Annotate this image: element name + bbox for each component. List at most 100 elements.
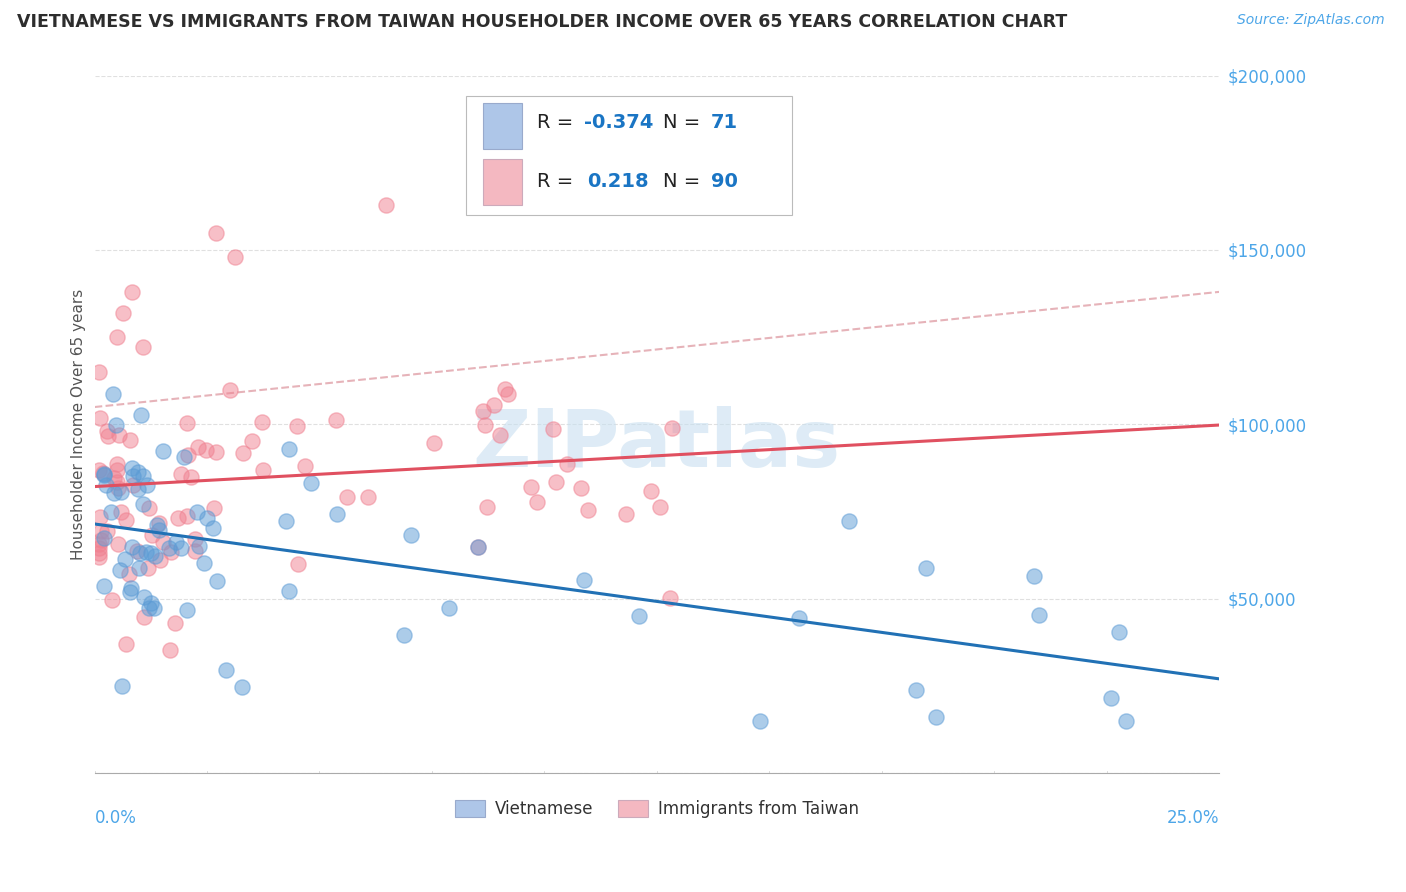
Text: R =: R = [537, 113, 579, 133]
Point [89, 510, 111, 524]
Point [87, 550, 110, 565]
Text: 0.218: 0.218 [588, 172, 648, 191]
Point [87, 365, 110, 379]
Point [165, 535, 187, 549]
Point [205, 574, 228, 588]
Point [614, 507, 637, 521]
Point [118, 566, 141, 581]
Point [112, 306, 135, 320]
Point [177, 448, 200, 462]
Point [326, 507, 349, 521]
Point [90, 533, 112, 547]
Point [287, 557, 309, 571]
Point [143, 600, 166, 615]
Point [91, 466, 114, 480]
Point [100, 593, 122, 607]
Point [194, 442, 217, 457]
Point [96, 424, 118, 438]
Text: ZIPatlas: ZIPatlas [472, 407, 841, 484]
Point [472, 403, 495, 417]
Point [103, 485, 125, 500]
Point [1099, 691, 1122, 706]
Point [285, 419, 308, 434]
Point [105, 463, 128, 477]
Point [127, 465, 149, 479]
Point [232, 446, 254, 460]
Point [474, 418, 496, 433]
Point [108, 563, 131, 577]
Point [107, 481, 129, 495]
Point [101, 387, 124, 401]
Point [467, 540, 489, 554]
Point [136, 478, 159, 492]
Point [399, 528, 422, 542]
Point [136, 561, 159, 575]
Point [224, 250, 246, 264]
Point [121, 285, 143, 299]
Point [277, 584, 299, 599]
Point [134, 610, 156, 624]
Text: N =: N = [662, 113, 706, 133]
Point [93, 468, 115, 483]
Text: N =: N = [662, 172, 706, 191]
Point [90, 524, 112, 538]
Point [541, 422, 564, 436]
Point [87, 541, 110, 555]
FancyBboxPatch shape [482, 160, 522, 204]
Text: 71: 71 [711, 113, 738, 133]
Point [231, 680, 253, 694]
Point [128, 561, 150, 575]
Point [204, 226, 226, 240]
Point [157, 541, 180, 555]
Point [132, 340, 155, 354]
Point [475, 500, 498, 515]
Point [184, 533, 207, 547]
Point [93, 579, 115, 593]
Point [374, 197, 396, 211]
Point [176, 509, 198, 524]
Point [118, 584, 141, 599]
Text: -0.374: -0.374 [583, 113, 654, 133]
Point [170, 467, 193, 481]
Point [1028, 607, 1050, 622]
Point [152, 534, 174, 549]
Point [111, 679, 134, 693]
Point [569, 481, 592, 495]
Y-axis label: Householder Income Over 65 years: Householder Income Over 65 years [72, 289, 86, 560]
Point [121, 461, 143, 475]
Point [294, 458, 316, 473]
Point [240, 434, 263, 449]
Point [1115, 714, 1137, 728]
Point [105, 330, 128, 344]
Point [132, 497, 155, 511]
Point [104, 418, 127, 433]
Point [170, 541, 193, 556]
Point [749, 714, 772, 728]
Point [482, 398, 505, 412]
Point [276, 514, 298, 528]
Point [184, 543, 207, 558]
Point [187, 539, 209, 553]
Text: 25.0%: 25.0% [1167, 809, 1219, 827]
Point [520, 480, 543, 494]
Point [278, 442, 301, 456]
Point [125, 544, 148, 558]
Point [110, 485, 132, 500]
Point [572, 573, 595, 587]
Point [252, 463, 274, 477]
Point [159, 545, 181, 559]
Point [114, 637, 136, 651]
Point [1022, 569, 1045, 583]
Point [905, 683, 928, 698]
Point [127, 482, 149, 496]
Point [392, 628, 415, 642]
Point [546, 475, 568, 490]
Point [105, 475, 128, 489]
Point [149, 552, 172, 566]
Point [180, 470, 202, 484]
Point [139, 546, 162, 560]
Point [152, 444, 174, 458]
Point [107, 428, 129, 442]
Point [128, 546, 150, 560]
Point [110, 505, 132, 519]
